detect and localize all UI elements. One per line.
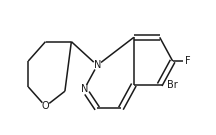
Bar (81, 86, 87, 92)
Bar (184, 57, 191, 65)
Text: Br: Br (167, 80, 178, 90)
Text: O: O (42, 101, 49, 111)
Bar (166, 80, 179, 89)
Text: N: N (94, 60, 101, 70)
Text: F: F (185, 56, 191, 66)
Bar (43, 103, 48, 110)
Bar (94, 62, 100, 69)
Text: N: N (81, 84, 88, 94)
